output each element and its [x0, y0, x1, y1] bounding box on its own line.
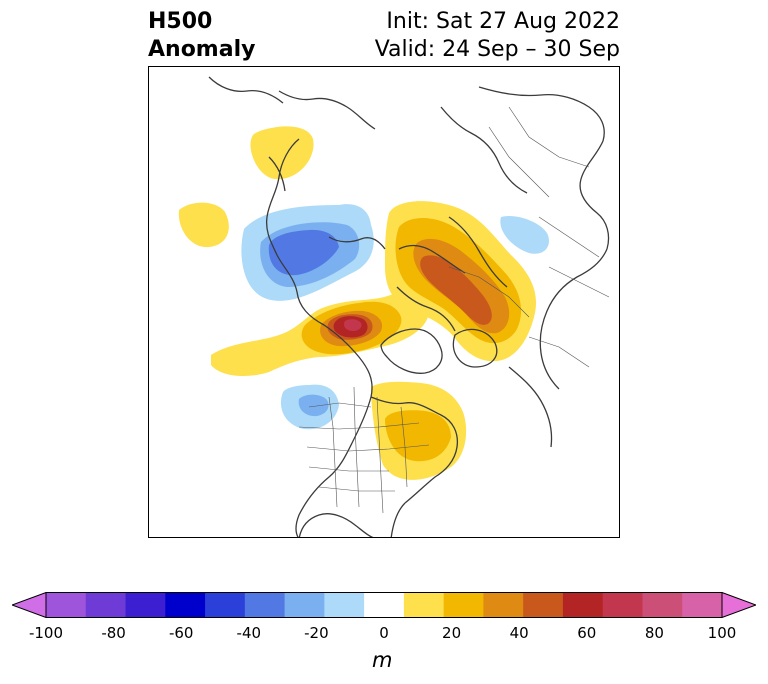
colorbar-bin	[46, 592, 87, 618]
colorbar-tick-label: -100	[28, 624, 64, 642]
colorbar-tick-label: 0	[379, 624, 389, 642]
colorbar-bin	[284, 592, 325, 618]
positive-anomaly-alaska-pacific	[211, 288, 430, 377]
colorbar-bin	[642, 592, 683, 618]
colorbar-bin	[562, 592, 604, 618]
map-panel	[148, 66, 620, 538]
colorbar-bin	[443, 592, 484, 618]
init-date: Init: Sat 27 Aug 2022	[386, 9, 620, 34]
negative-anomaly-arctic	[241, 204, 374, 301]
anomaly-map	[178, 76, 610, 537]
country-borders	[298, 106, 610, 514]
colorbar-bin	[85, 592, 127, 618]
chart-title: H500 Anomaly	[148, 8, 255, 64]
colorbar-tick-label: -40	[236, 624, 262, 642]
colorbar-bin	[602, 592, 643, 618]
positive-anomaly-scandinavia-barents	[385, 201, 537, 362]
colorbar-tick-label: -60	[168, 624, 194, 642]
colorbar-bin	[244, 592, 286, 618]
colorbar	[12, 592, 756, 618]
colorbar-bin	[324, 592, 365, 618]
title-line-1: H500	[148, 9, 213, 34]
valid-period: Init: Sat 27 Aug 2022 Valid: 24 Sep – 30…	[375, 8, 620, 64]
colorbar-bin	[165, 592, 206, 618]
valid-range: Valid: 24 Sep – 30 Sep	[374, 37, 620, 62]
colorbar-units: m	[372, 648, 393, 672]
colorbar-tick-label: -80	[101, 624, 126, 642]
colorbar-bin	[523, 592, 564, 618]
colorbar-extend-max	[721, 592, 756, 618]
colorbar-bin	[403, 592, 445, 618]
colorbar-bin	[483, 592, 524, 618]
colorbar-extend-min	[12, 592, 47, 618]
positive-anomaly-caribbean	[386, 503, 415, 520]
colorbar-bin	[125, 592, 166, 618]
title-line-2: Anomaly	[148, 37, 256, 62]
colorbar-bin	[205, 592, 246, 618]
colorbar-tick-label: 100	[707, 624, 737, 642]
negative-anomaly-europe	[500, 215, 549, 254]
colorbar-tick-label: 80	[644, 624, 664, 642]
colorbar-bin	[364, 592, 405, 618]
colorbar-tick-label: 20	[442, 624, 462, 642]
colorbar-tick-label: -20	[304, 624, 329, 642]
positive-anomaly-eastern-north-america	[371, 381, 467, 480]
colorbar-tick-label: 60	[577, 624, 597, 642]
colorbar-bin	[682, 592, 723, 618]
coastlines	[208, 76, 610, 537]
colorbar-tick-label: 40	[509, 624, 529, 642]
